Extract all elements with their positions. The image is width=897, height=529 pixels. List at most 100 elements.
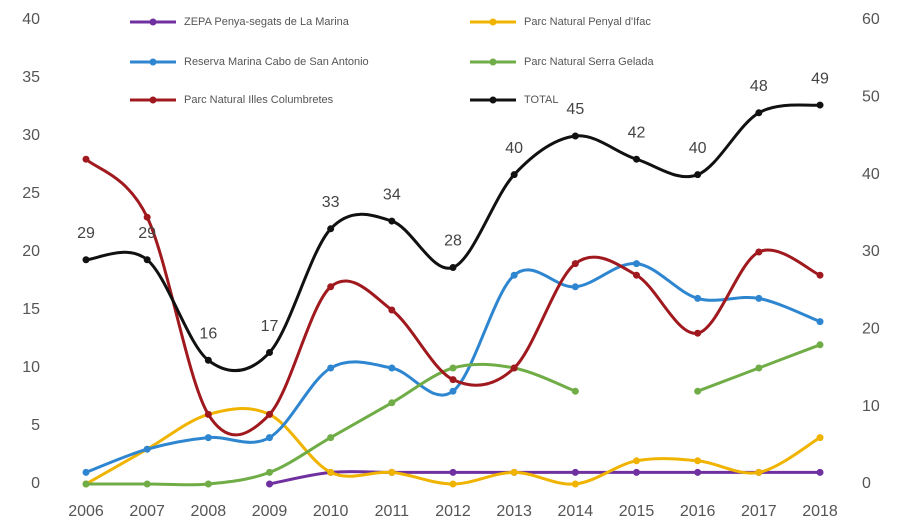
x-tick-label: 2010 [313, 503, 349, 520]
y2-tick-label: 60 [862, 11, 880, 28]
data-point [510, 468, 518, 476]
data-point [327, 434, 335, 442]
data-point [816, 468, 824, 476]
data-point [694, 457, 702, 465]
y2-tick-label: 0 [862, 475, 871, 492]
y-tick-label: 0 [31, 475, 40, 492]
data-label: 45 [566, 101, 584, 118]
data-point [82, 480, 90, 488]
legend-label: Parc Natural Penyal d'Ifac [524, 16, 651, 28]
data-point [633, 260, 640, 268]
x-tick-label: 2007 [129, 503, 165, 520]
data-point [816, 341, 824, 349]
y-tick-label: 35 [22, 69, 40, 86]
data-point [571, 283, 579, 291]
data-label: 28 [444, 233, 462, 250]
data-point [694, 329, 702, 337]
data-point [388, 399, 396, 407]
data-point [204, 480, 212, 488]
data-point [143, 256, 151, 264]
data-point [204, 356, 212, 364]
x-tick-label: 2018 [802, 503, 838, 520]
y-tick-label: 5 [31, 417, 40, 434]
data-point [571, 468, 579, 476]
data-point [694, 171, 702, 179]
data-label: 49 [811, 70, 829, 87]
data-point [755, 248, 763, 256]
y2-tick-label: 20 [862, 321, 880, 338]
data-point [327, 225, 335, 233]
data-point [449, 376, 457, 384]
series-line [269, 470, 820, 486]
data-label: 17 [261, 318, 279, 335]
x-tick-label: 2015 [619, 503, 655, 520]
legend-marker [489, 58, 497, 66]
data-point [633, 457, 640, 465]
legend-label: Reserva Marina Cabo de San Antonio [184, 56, 369, 68]
data-point [633, 155, 640, 163]
data-point [266, 410, 273, 418]
data-point [449, 387, 457, 395]
data-point [266, 468, 273, 476]
data-point [510, 364, 518, 372]
data-point [388, 364, 396, 372]
x-tick-label: 2012 [435, 503, 471, 520]
y2-tick-label: 50 [862, 89, 880, 106]
data-point [266, 480, 273, 488]
data-point [204, 410, 212, 418]
series-line [85, 362, 576, 487]
data-point [571, 132, 579, 140]
data-point [204, 434, 212, 442]
legend-marker [149, 96, 157, 104]
data-point [694, 468, 702, 476]
data-point [388, 306, 396, 314]
y2-tick-label: 10 [862, 398, 880, 415]
data-label: 34 [383, 186, 401, 203]
legend-label: ZEPA Penya-segats de La Marina [184, 16, 350, 28]
data-point [816, 318, 824, 326]
data-point [82, 155, 90, 163]
x-tick-label: 2009 [252, 503, 288, 520]
legend-marker [149, 18, 157, 26]
data-point [571, 387, 579, 395]
y-tick-label: 10 [22, 359, 40, 376]
x-tick-label: 2013 [496, 503, 532, 520]
x-tick-label: 2011 [375, 503, 410, 520]
data-point [755, 364, 763, 372]
data-point [327, 283, 335, 291]
data-label: 40 [689, 140, 707, 157]
data-point [694, 387, 702, 395]
legend-marker [149, 58, 157, 66]
data-point [633, 271, 640, 279]
data-point [816, 434, 824, 442]
data-point [633, 468, 640, 476]
x-tick-label: 2017 [741, 503, 777, 520]
data-point [327, 468, 335, 476]
data-point [510, 171, 518, 179]
data-point [449, 364, 457, 372]
data-point [266, 349, 273, 357]
data-point [449, 468, 457, 476]
data-point [327, 364, 335, 372]
data-point [816, 101, 824, 109]
legend-label: Parc Natural Illes Columbretes [184, 94, 334, 106]
legend-marker [489, 18, 497, 26]
legend-label: TOTAL [524, 94, 558, 106]
data-label: 48 [750, 78, 768, 95]
data-point [755, 109, 763, 117]
data-label: 42 [628, 124, 646, 141]
y-tick-label: 40 [22, 11, 40, 28]
data-point [816, 271, 824, 279]
y-tick-label: 30 [22, 127, 40, 144]
data-point [388, 468, 396, 476]
legend-label: Parc Natural Serra Gelada [524, 56, 654, 68]
data-label: 29 [138, 225, 156, 242]
data-point [755, 294, 763, 302]
data-point [449, 263, 457, 271]
data-point [694, 294, 702, 302]
legend-marker [489, 96, 497, 104]
data-label: 16 [199, 325, 217, 342]
x-tick-label: 2008 [191, 503, 227, 520]
data-label: 33 [322, 194, 340, 211]
